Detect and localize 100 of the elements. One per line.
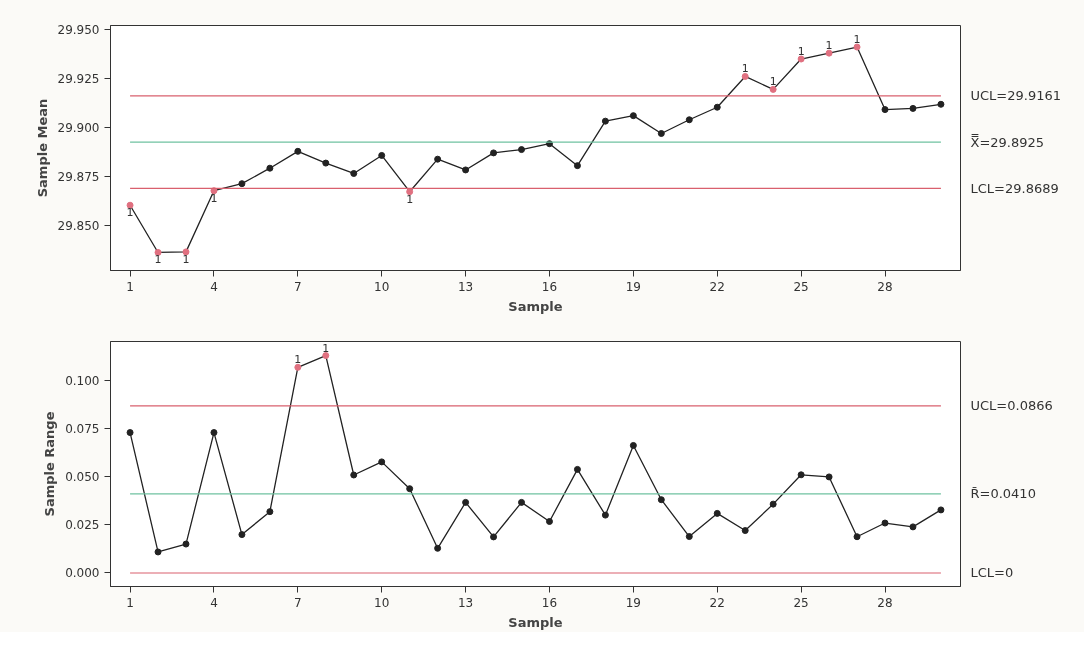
point <box>657 496 665 504</box>
annotation: 1 <box>406 192 414 206</box>
annotation: 1 <box>154 253 162 267</box>
point <box>881 519 889 527</box>
ref-line-label: LCL=0 <box>970 565 1014 581</box>
annotation: 1 <box>182 252 190 266</box>
point <box>797 471 805 479</box>
point <box>573 162 581 170</box>
point <box>937 506 945 514</box>
x-tick-label: 28 <box>877 595 893 610</box>
x-tick-label: 28 <box>877 279 893 294</box>
point <box>154 248 162 256</box>
x-tick-label: 25 <box>793 279 809 294</box>
x-tick-label: 4 <box>210 279 218 294</box>
x-tick-label: 10 <box>374 595 390 610</box>
point <box>545 517 553 525</box>
point <box>769 85 777 93</box>
point <box>685 533 693 541</box>
point <box>629 441 637 449</box>
annotation: 1 <box>769 75 777 89</box>
x-tick-label: 25 <box>793 595 809 610</box>
point <box>210 429 218 437</box>
point <box>378 151 386 159</box>
annotation: 1 <box>825 39 833 53</box>
y-tick-label: 0.000 <box>65 566 100 581</box>
annotation: 1 <box>322 341 330 355</box>
point <box>322 352 330 360</box>
point <box>238 531 246 539</box>
point <box>713 509 721 517</box>
x-tick-label: 19 <box>625 279 642 294</box>
point <box>154 548 162 556</box>
point <box>126 429 134 437</box>
point <box>601 511 609 519</box>
point <box>350 471 358 479</box>
point <box>825 49 833 57</box>
ref-line-label: UCL=0.0866 <box>970 398 1053 414</box>
y-axis-title: Sample Mean <box>34 98 50 198</box>
point <box>462 166 470 174</box>
point <box>490 533 498 541</box>
point <box>434 544 442 552</box>
x-tick-label: 1 <box>126 279 134 294</box>
point <box>322 159 330 167</box>
ref-line-label: UCL=29.9161 <box>970 88 1061 104</box>
ref-line-label: X̿=29.8925 <box>970 134 1045 150</box>
x-tick-label: 19 <box>625 595 642 610</box>
point <box>294 363 302 371</box>
ref-line-label: LCL=29.8689 <box>970 180 1059 196</box>
point <box>462 498 470 506</box>
point <box>769 500 777 508</box>
y-tick-label: 0.075 <box>65 421 100 436</box>
point <box>350 169 358 177</box>
annotation: 1 <box>797 45 805 59</box>
y-tick-label: 29.925 <box>57 71 100 86</box>
point <box>378 458 386 466</box>
point <box>266 164 274 172</box>
point <box>657 130 665 137</box>
y-tick-label: 29.850 <box>57 218 100 233</box>
x-tick-label: 16 <box>541 279 558 294</box>
point <box>713 103 721 111</box>
point <box>797 55 805 63</box>
point <box>266 508 274 516</box>
point <box>937 100 945 108</box>
point <box>853 43 861 51</box>
x-tick-label: 16 <box>541 595 558 610</box>
point <box>126 201 134 209</box>
annotation: 1 <box>126 206 134 220</box>
annotation: 1 <box>853 33 861 47</box>
point <box>881 106 889 114</box>
annotation: 1 <box>741 62 749 76</box>
y-tick-label: 29.950 <box>57 22 100 37</box>
x-tick-label: 22 <box>709 279 725 294</box>
point <box>825 473 833 481</box>
point <box>741 72 749 80</box>
y-tick-label: 29.875 <box>57 169 100 184</box>
x-tick-label: 7 <box>294 595 302 610</box>
point <box>685 116 693 124</box>
point <box>629 112 637 120</box>
point <box>601 117 609 125</box>
x-tick-label: 7 <box>294 279 302 294</box>
y-tick-label: 0.100 <box>65 373 100 388</box>
x-tick-label: 13 <box>457 595 474 610</box>
point <box>406 188 414 196</box>
point <box>238 180 246 188</box>
x-tick-label: 4 <box>210 595 218 610</box>
x-tick-label: 22 <box>709 595 725 610</box>
y-tick-label: 0.050 <box>65 470 100 485</box>
x-tick-label: 1 <box>126 595 134 610</box>
point <box>909 104 917 112</box>
point <box>434 155 442 163</box>
ref-line-label: R̄=0.0410 <box>970 486 1036 502</box>
point <box>518 498 526 506</box>
point <box>518 146 526 154</box>
y-tick-label: 29.900 <box>57 120 100 135</box>
annotation: 1 <box>294 353 302 367</box>
point <box>182 540 190 548</box>
point <box>210 187 218 195</box>
y-tick-label: 0.025 <box>65 518 100 533</box>
x-tick-label: 13 <box>457 279 474 294</box>
point <box>853 533 861 541</box>
point <box>490 149 498 157</box>
